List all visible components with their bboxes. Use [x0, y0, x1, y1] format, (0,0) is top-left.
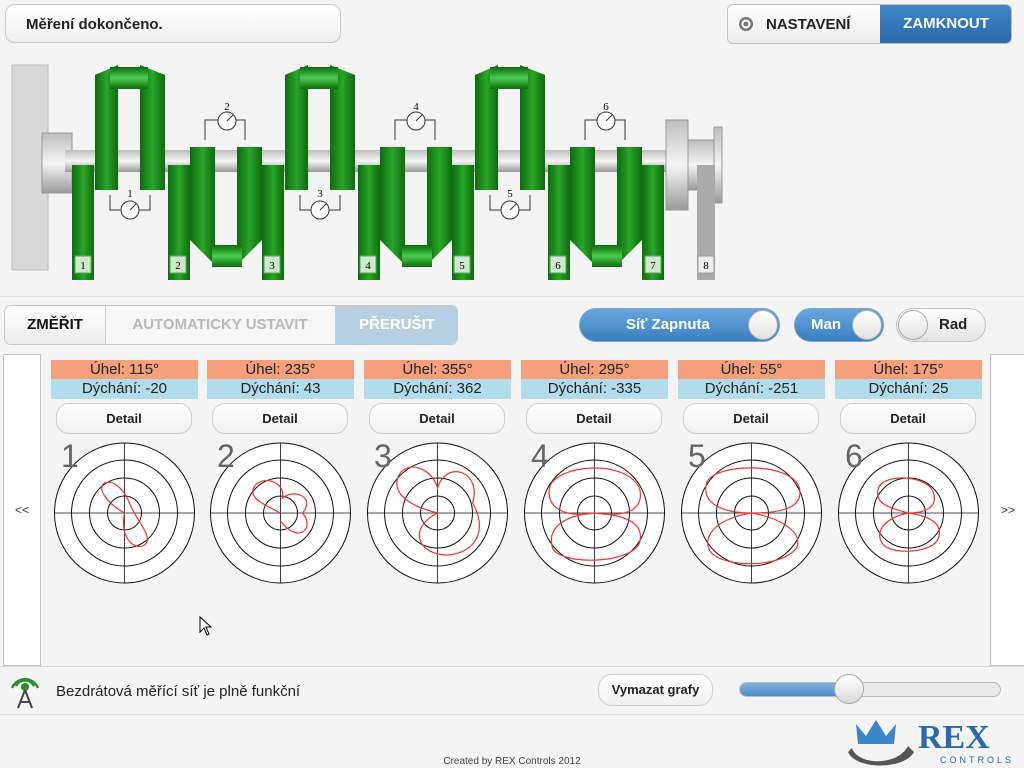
cylinder-label: 8	[703, 260, 709, 272]
detail-button[interactable]: Detail	[526, 403, 662, 434]
gear-icon	[739, 17, 753, 31]
cylinder-card-3: Úhel: 355° Dýchání: 362 Detail 3	[364, 360, 511, 590]
settings-label: NASTAVENÍ	[766, 15, 851, 33]
polar-trace	[396, 466, 480, 556]
cylinder-number: 4	[531, 438, 549, 474]
toggle-knob	[748, 310, 778, 340]
toggle-knob	[898, 310, 928, 340]
angle-value: Úhel: 55°	[678, 360, 825, 379]
gauge-label: 4	[413, 101, 419, 113]
detail-button[interactable]: Detail	[840, 403, 976, 434]
slider-fill	[740, 683, 851, 696]
angle-value: Úhel: 175°	[835, 360, 982, 379]
polar-plot	[524, 442, 665, 584]
angle-value: Úhel: 355°	[364, 360, 511, 379]
slider-knob[interactable]	[834, 674, 865, 704]
gauge-label: 5	[507, 188, 513, 200]
status-message: Měření dokončeno.	[5, 4, 341, 43]
network-toggle-label: Síť Zapnuta	[626, 316, 710, 333]
cylinder-card-6: Úhel: 175° Dýchání: 25 Detail 6	[835, 360, 982, 590]
cylinder-label: 5	[459, 260, 465, 272]
polar-trace	[101, 481, 148, 547]
angle-value: Úhel: 115°	[51, 360, 198, 379]
cylinder-card-5: Úhel: 55° Dýchání: -251 Detail 5	[678, 360, 825, 590]
slider-track[interactable]	[739, 682, 1001, 697]
toggle-knob	[852, 310, 882, 340]
divider	[0, 296, 1024, 297]
lock-button[interactable]: ZAMKNOUT	[880, 5, 1011, 43]
settings-button[interactable]: NASTAVENÍ	[728, 5, 880, 43]
mode-toggle[interactable]: Man	[794, 308, 884, 342]
breath-value: Dýchání: -20	[51, 379, 198, 399]
auto-set-button[interactable]: AUTOMATICKY USTAVIT	[106, 306, 334, 344]
detail-button[interactable]: Detail	[212, 403, 348, 434]
cylinder-card-2: Úhel: 235° Dýchání: 43 Detail 2	[207, 360, 354, 590]
abort-button[interactable]: PŘERUŠIT	[335, 306, 457, 344]
prev-page-button[interactable]: <<	[3, 354, 41, 666]
angle-value: Úhel: 295°	[521, 360, 668, 379]
mouse-cursor-icon	[199, 616, 213, 636]
gauge-label: 2	[224, 101, 230, 113]
logo-text: REX	[918, 719, 990, 756]
cylinder-label: 3	[269, 260, 275, 272]
cylinder-card-1: Úhel: 115° Dýchání: -20 Detail 1	[51, 360, 198, 590]
polar-plot	[367, 442, 508, 584]
detail-button[interactable]: Detail	[683, 403, 819, 434]
polar-plot	[838, 442, 979, 584]
mode-toggle-label: Man	[811, 316, 841, 333]
polar-trace	[252, 480, 308, 534]
breath-value: Dýchání: 43	[207, 379, 354, 399]
cylinder-number: 1	[61, 438, 79, 474]
rex-controls-logo: REX CONTROLS	[848, 719, 1014, 766]
crank-throws	[72, 65, 664, 280]
cylinder-label: 2	[175, 260, 181, 272]
divider	[0, 714, 1024, 715]
polar-plot	[210, 442, 351, 584]
polar-plot	[681, 442, 822, 584]
cylinder-number: 6	[845, 438, 863, 474]
cylinder-label: 7	[650, 260, 656, 272]
detail-button[interactable]: Detail	[56, 403, 192, 434]
signal-icon	[10, 678, 40, 709]
polar-trace	[548, 467, 642, 561]
network-status-text: Bezdrátová měřící síť je plně funkční	[56, 683, 301, 700]
polar-plot	[54, 442, 195, 584]
rad-toggle[interactable]: Rad	[896, 308, 986, 342]
measure-button[interactable]: ZMĚŘIT	[5, 306, 106, 344]
polar-trace	[705, 467, 801, 565]
crankshaft-diagram: 1 2 3 4 5 6 7 8 1 2 3 4 5	[11, 64, 723, 280]
detail-button[interactable]: Detail	[369, 403, 505, 434]
cylinder-label: 1	[80, 260, 86, 272]
clear-charts-button[interactable]: Vymazat grafy	[598, 674, 713, 706]
cylinder-number: 5	[688, 438, 706, 474]
gauge-label: 1	[127, 188, 133, 200]
cylinder-label: 6	[555, 260, 561, 272]
next-page-button[interactable]: >>	[990, 354, 1024, 666]
breath-value: Dýchání: 362	[364, 379, 511, 399]
network-toggle[interactable]: Síť Zapnuta	[579, 308, 780, 342]
logo-subtext: CONTROLS	[940, 755, 1014, 765]
breath-value: Dýchání: 25	[835, 379, 982, 399]
angle-value: Úhel: 235°	[207, 360, 354, 379]
gauge-label: 6	[603, 101, 609, 113]
rad-toggle-label: Rad	[939, 316, 968, 333]
top-toolbar: NASTAVENÍ ZAMKNOUT	[727, 4, 1012, 44]
divider	[0, 666, 1024, 667]
cylinder-number: 2	[217, 438, 235, 474]
polar-trace	[876, 477, 941, 552]
cylinder-card-4: Úhel: 295° Dýchání: -335 Detail 4	[521, 360, 668, 590]
breath-value: Dýchání: -251	[678, 379, 825, 399]
footer-credit: Created by REX Controls 2012	[443, 756, 581, 767]
gauge-label: 3	[317, 188, 323, 200]
cylinder-number: 3	[374, 438, 392, 474]
action-buttons: ZMĚŘIT AUTOMATICKY USTAVIT PŘERUŠIT	[4, 305, 458, 345]
gauges: 1 2 3 4 5 6	[109, 101, 626, 220]
breath-value: Dýchání: -335	[521, 379, 668, 399]
cylinder-label: 4	[365, 260, 371, 272]
